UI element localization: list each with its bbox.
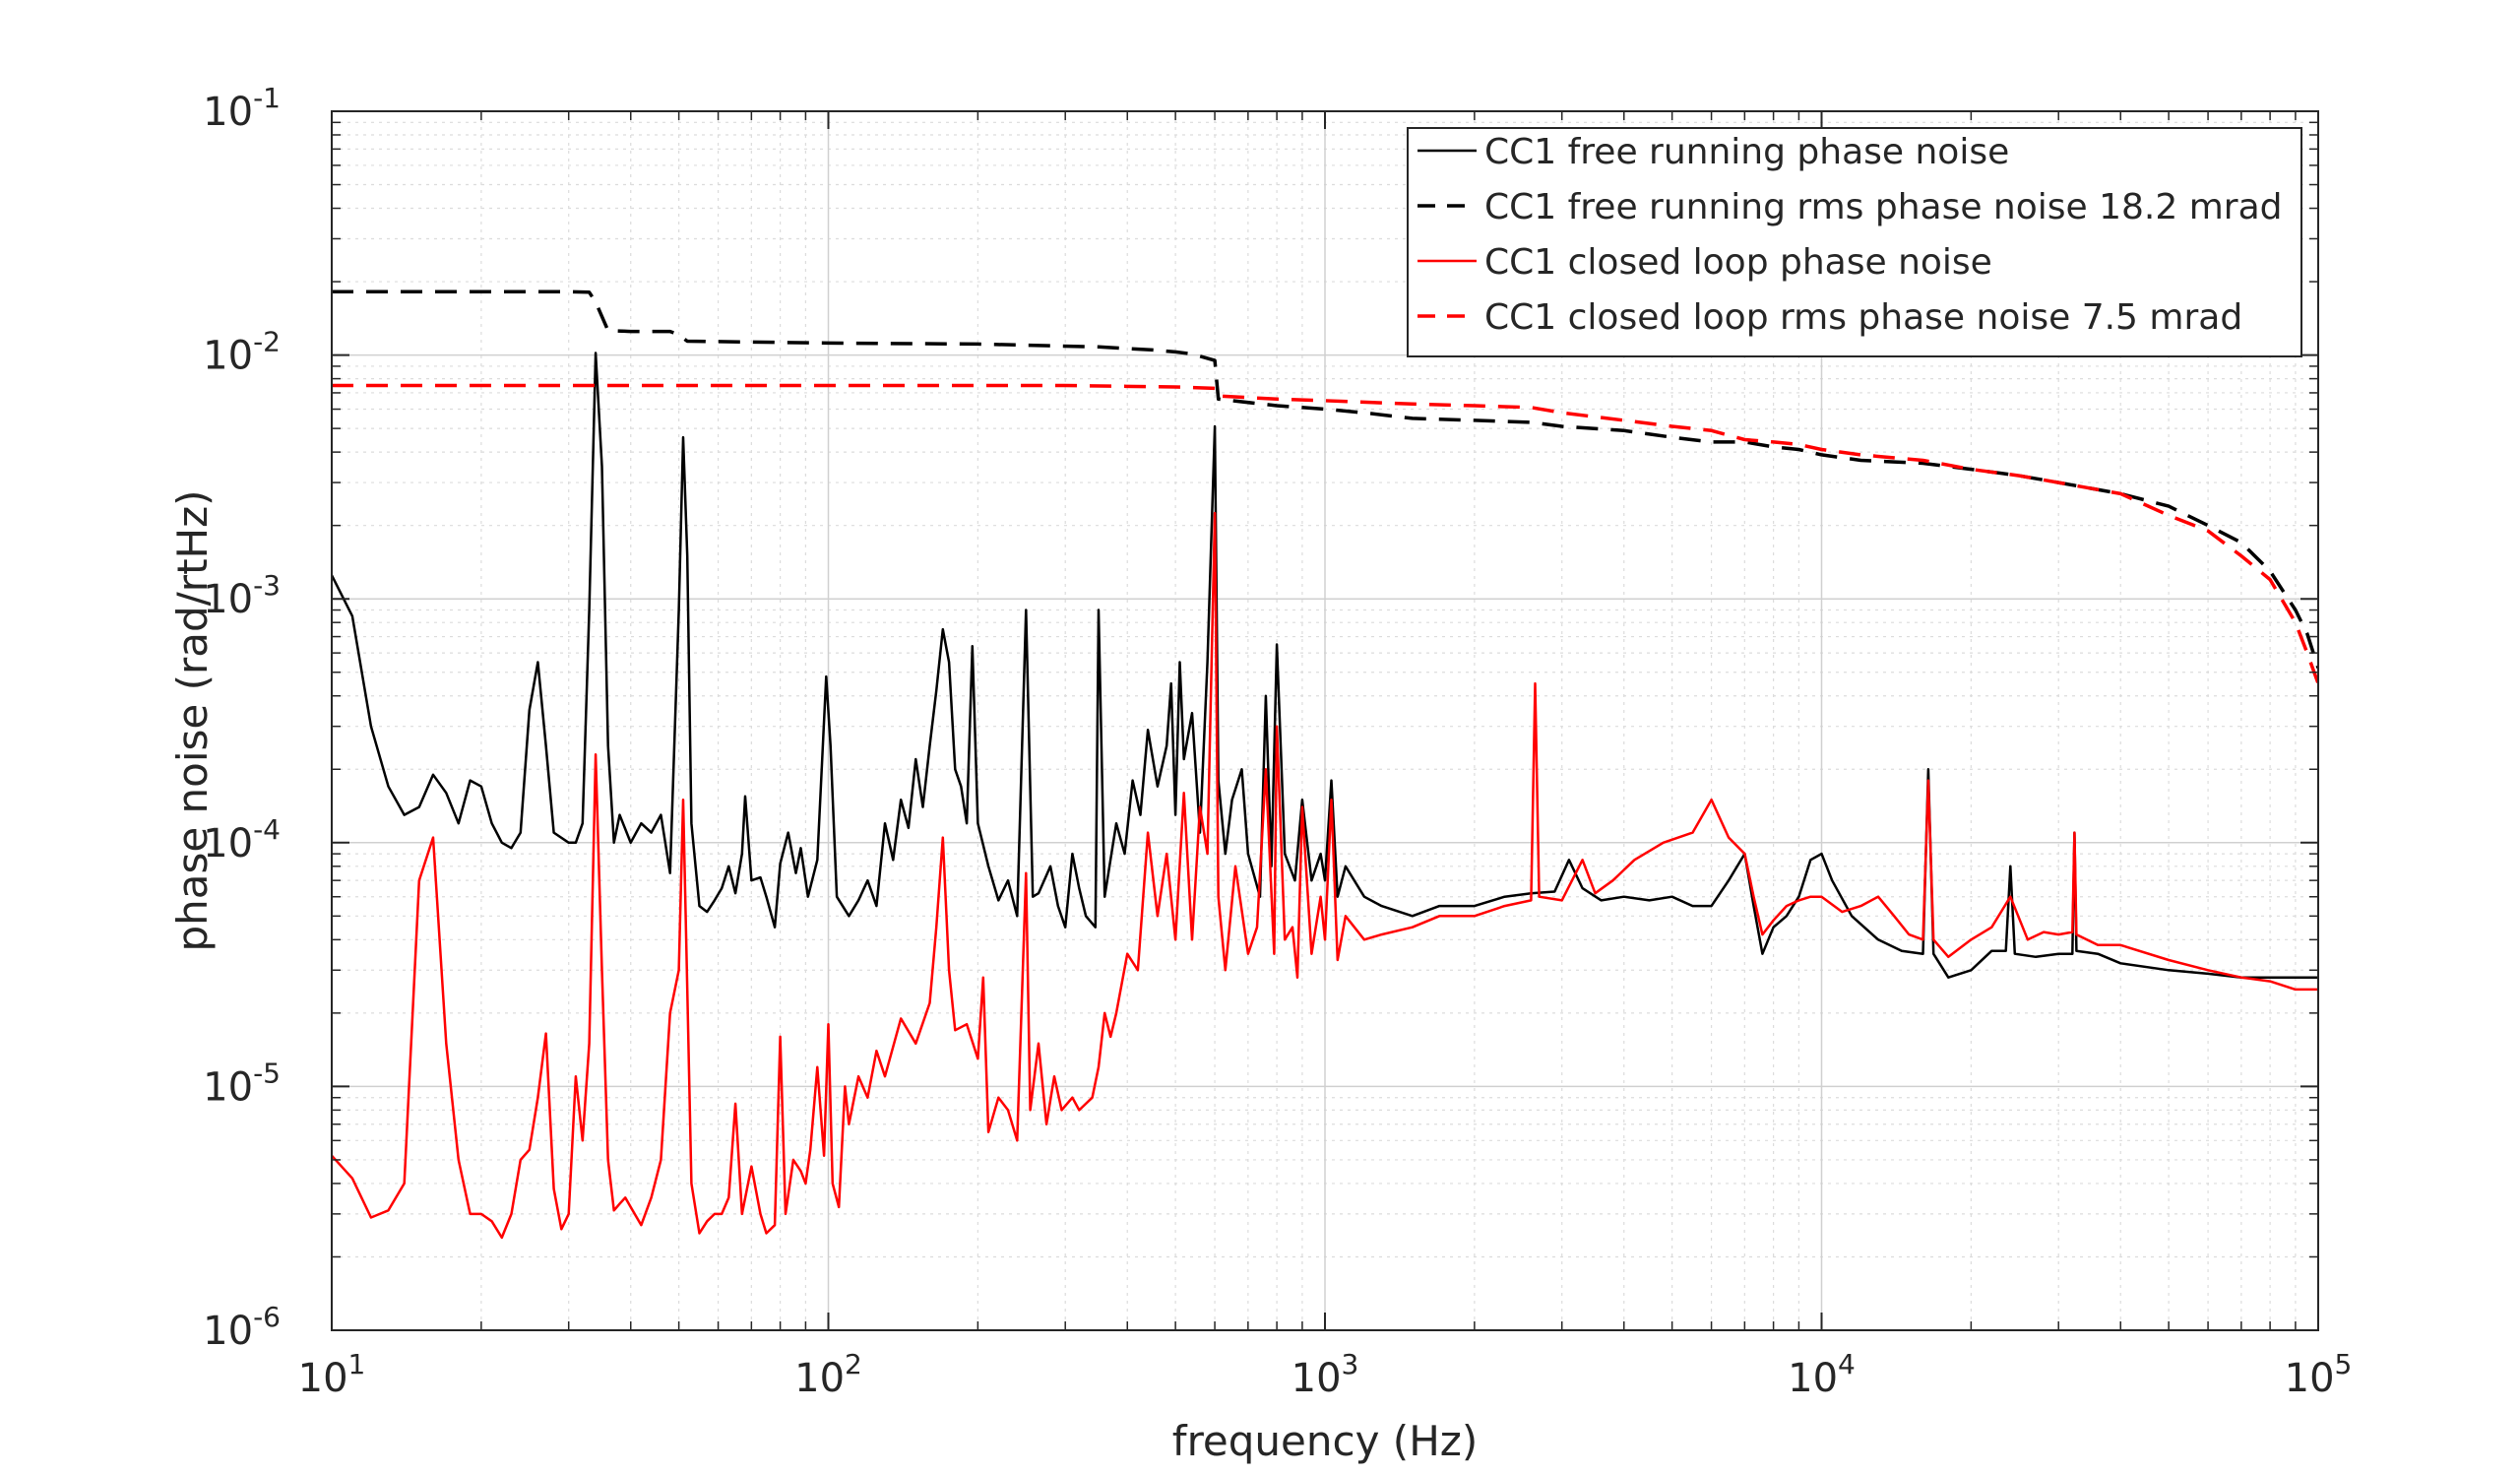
series-line-2 — [332, 289, 2318, 670]
legend-label-2: CC1 free running rms phase noise 18.2 mr… — [1484, 187, 2283, 227]
x-tick-label: 102 — [794, 1348, 862, 1401]
y-tick-label: 10-2 — [203, 326, 281, 379]
x-tick-label: 105 — [2285, 1348, 2353, 1401]
y-tick-label: 10-5 — [203, 1057, 281, 1110]
x-tick-labels: 101 102 103 104 105 — [298, 1348, 2353, 1401]
series-line-1 — [332, 352, 2318, 979]
legend-box — [1407, 127, 2302, 357]
legend: CC1 free running phase noise CC1 free run… — [1407, 127, 2302, 357]
series-line-4 — [332, 383, 2318, 684]
tick-marks — [331, 110, 2319, 1331]
x-tick-label: 101 — [298, 1348, 366, 1401]
y-tick-label: 10-6 — [203, 1301, 281, 1354]
x-tick-label: 103 — [1292, 1348, 1359, 1401]
series-layer — [332, 289, 2318, 1240]
y-tick-label: 10-3 — [203, 569, 281, 622]
x-tick-label: 104 — [1788, 1348, 1856, 1401]
minor-grid — [332, 111, 2318, 1330]
legend-label-1: CC1 free running phase noise — [1484, 132, 2009, 172]
y-tick-labels: 10-6 10-5 10-4 10-3 10-2 10-1 — [203, 82, 281, 1354]
y-tick-label: 10-1 — [203, 82, 281, 135]
legend-label-4: CC1 closed loop rms phase noise 7.5 mrad — [1484, 297, 2242, 338]
series-line-3 — [332, 511, 2318, 1240]
y-tick-label: 10-4 — [203, 813, 281, 866]
y-axis-label: phase noise (rad/rtHz) — [168, 489, 217, 951]
x-axis-label: frequency (Hz) — [1172, 1417, 1478, 1465]
legend-label-3: CC1 closed loop phase noise — [1484, 242, 1992, 283]
